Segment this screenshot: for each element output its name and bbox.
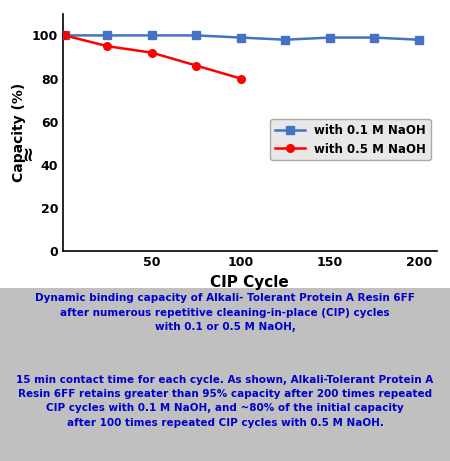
X-axis label: CIP Cycle: CIP Cycle [211,275,289,290]
Text: 15 min contact time for each cycle. As shown, Alkali-Tolerant Protein A
Resin 6F: 15 min contact time for each cycle. As s… [16,374,434,428]
Legend: with 0.1 M NaOH, with 0.5 M NaOH: with 0.1 M NaOH, with 0.5 M NaOH [270,119,431,160]
Text: Dynamic binding capacity of Alkali- Tolerant Protein A Resin 6FF
after numerous : Dynamic binding capacity of Alkali- Tole… [35,293,415,332]
Y-axis label: Capacity (%): Capacity (%) [12,83,27,182]
Text: ≈: ≈ [18,143,37,160]
